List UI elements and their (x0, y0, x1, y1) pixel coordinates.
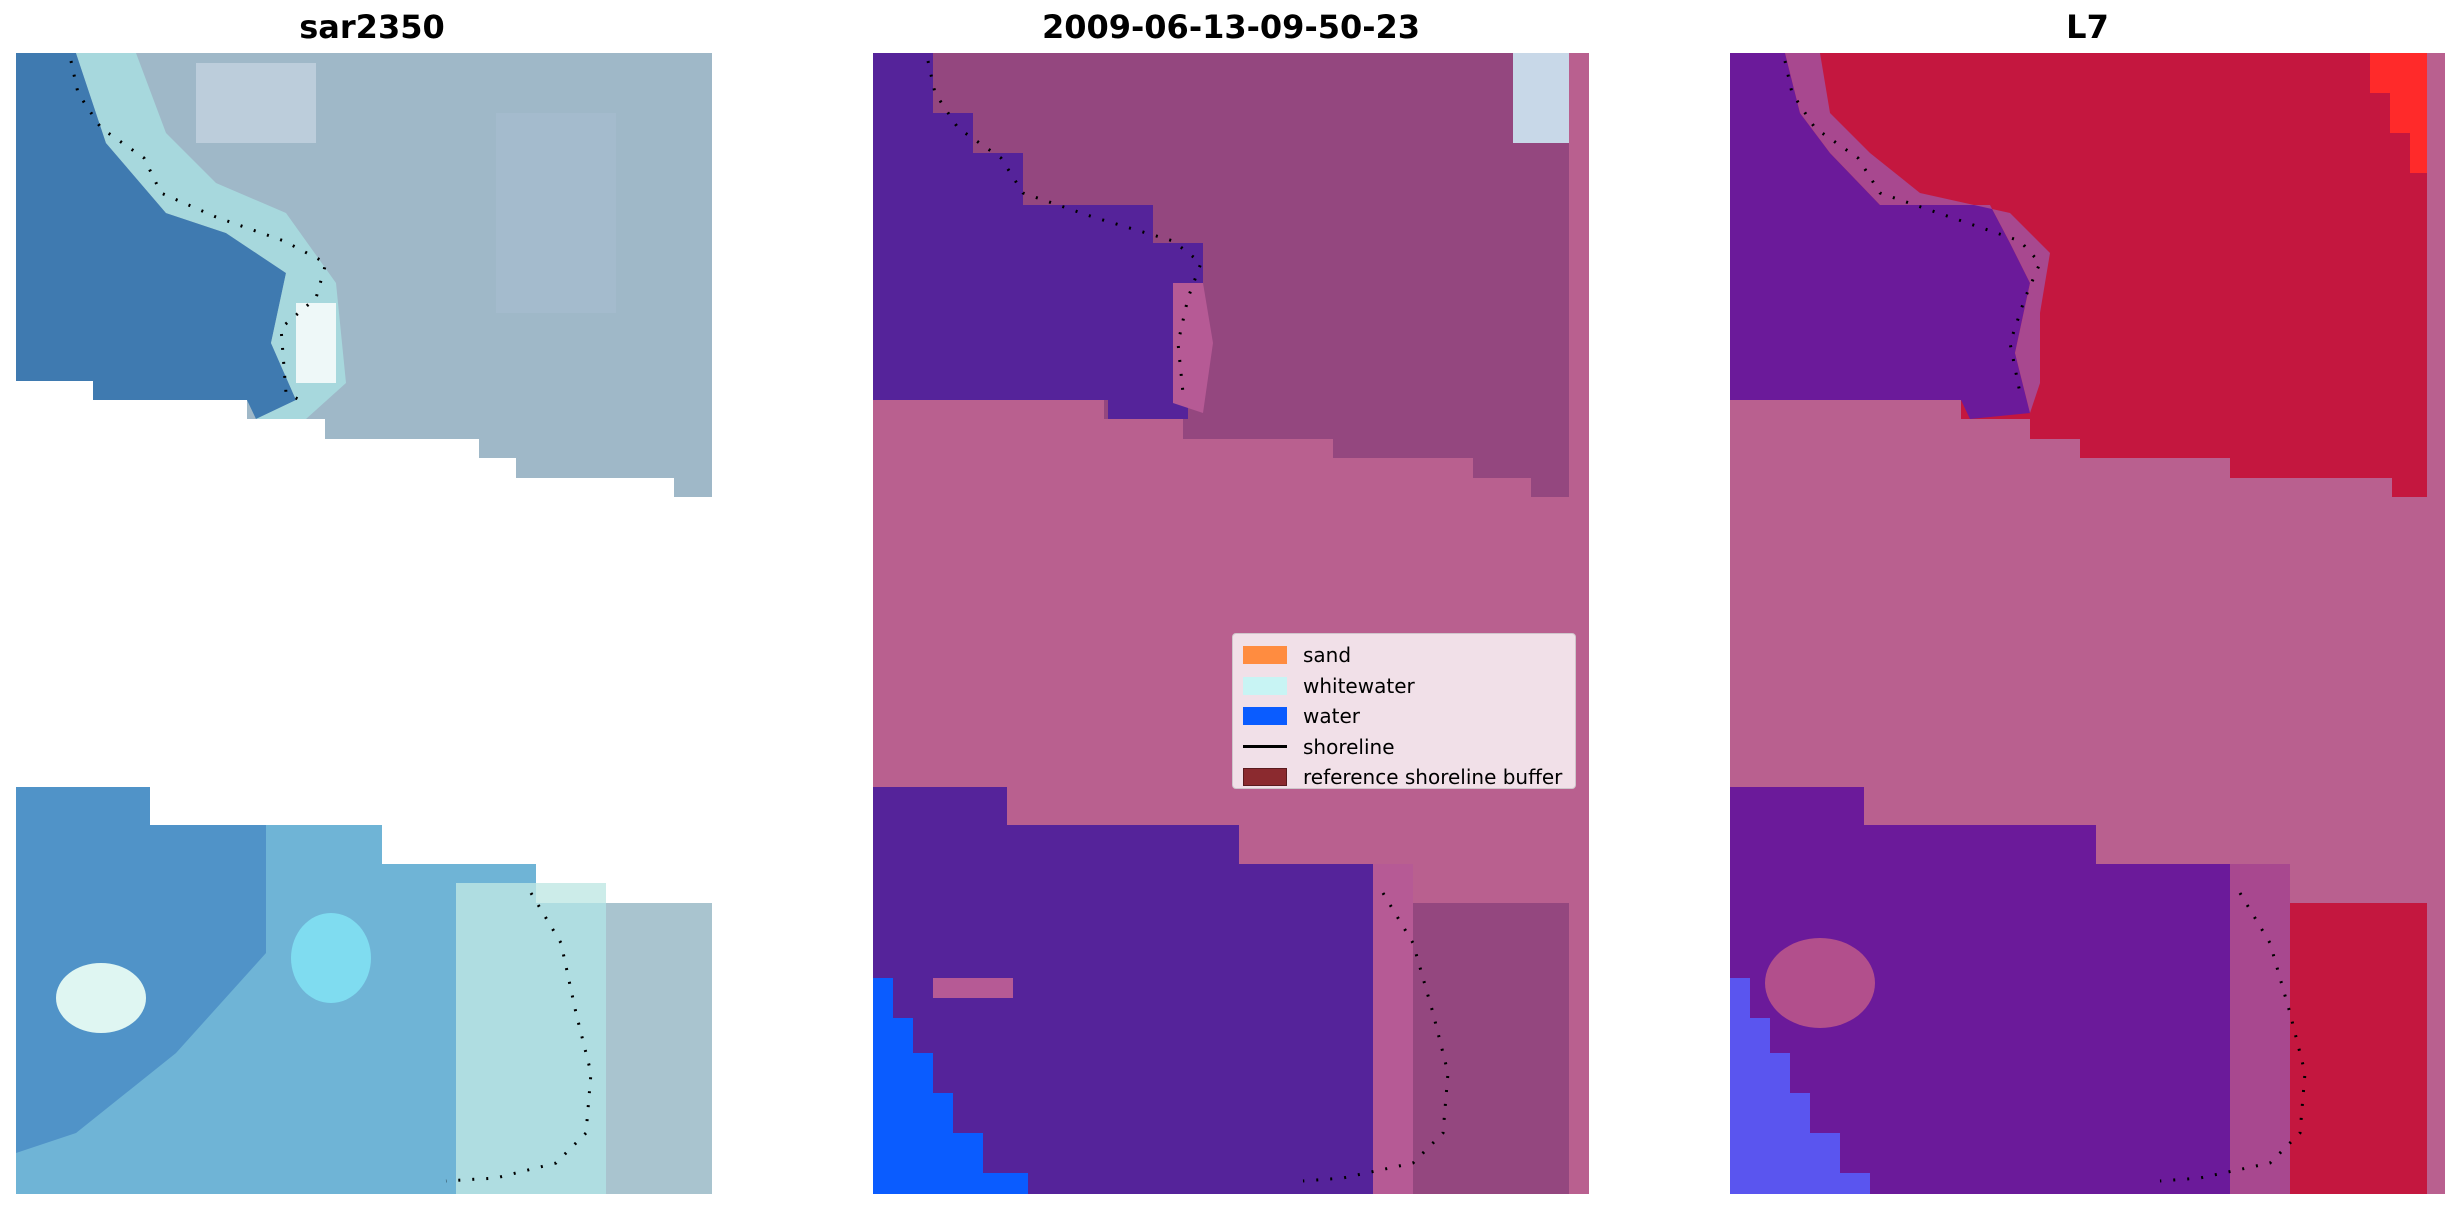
class-shoreline-bottom (1302, 892, 1450, 1183)
sar-top-bright (296, 303, 336, 383)
panel-title-l7: L7 (2066, 8, 2109, 46)
whitewater-corner (1513, 53, 1569, 143)
legend-item-sand: sand (1243, 640, 1565, 671)
legend-item-water: water (1243, 701, 1565, 732)
water-class-bottom (873, 787, 1393, 1194)
legend-item-buffer: reference shoreline buffer (1243, 762, 1565, 793)
sar-top-gray-2 (196, 63, 316, 143)
sar-top-gray-1 (496, 113, 616, 313)
l7-pink-blob (1765, 938, 1875, 1028)
sand-class-bottom (1403, 903, 1569, 1194)
sar-bottom-water (16, 787, 266, 1153)
surf-pink-top (1173, 283, 1213, 413)
l7-surf-top (1785, 53, 2050, 413)
l7-water-top (1730, 53, 2030, 419)
surf-pink-bottom (1373, 864, 1413, 1194)
water-class-top (873, 53, 1203, 419)
l7-water-bottom (1730, 787, 2250, 1194)
legend: sand whitewater water shoreline referenc… (1232, 633, 1576, 789)
sar-bottom-foam-2 (291, 913, 371, 1003)
legend-item-whitewater: whitewater (1243, 671, 1565, 702)
legend-swatch-whitewater (1243, 676, 1287, 695)
l7-surf-bottom (2230, 864, 2290, 1194)
legend-label-sand: sand (1303, 643, 1352, 668)
sar-bottom-foam-1 (56, 963, 146, 1033)
l7-red-corner (2370, 53, 2427, 173)
l7-land-bottom (2290, 903, 2427, 1194)
sar-top-surf (76, 53, 346, 419)
legend-swatch-sand (1243, 646, 1287, 665)
sar-top-water (16, 53, 296, 419)
water-blue-class (873, 978, 1028, 1194)
sar-bottom-surf (456, 883, 606, 1194)
sar-shoreline-bottom (445, 892, 593, 1183)
legend-label-buffer: reference shoreline buffer (1303, 765, 1563, 790)
classification-panel (873, 53, 1589, 1194)
l7-image-panel (1730, 53, 2445, 1194)
small-pink-patch (933, 978, 1013, 998)
legend-swatch-buffer (1243, 768, 1287, 787)
legend-swatch-water (1243, 707, 1287, 726)
panel-title-sar2350: sar2350 (299, 8, 445, 46)
l7-blue-corner (1730, 978, 1870, 1194)
l7-shoreline-bottom (2159, 892, 2307, 1183)
legend-label-shoreline: shoreline (1303, 734, 1395, 759)
sar-image-panel (16, 53, 728, 1194)
legend-label-water: water (1303, 704, 1360, 729)
sar-bottom-gray (606, 903, 712, 1194)
legend-label-whitewater: whitewater (1303, 673, 1415, 698)
legend-swatch-shoreline (1243, 745, 1287, 749)
legend-item-shoreline: shoreline (1243, 732, 1565, 763)
panel-title-date: 2009-06-13-09-50-23 (1041, 8, 1421, 46)
